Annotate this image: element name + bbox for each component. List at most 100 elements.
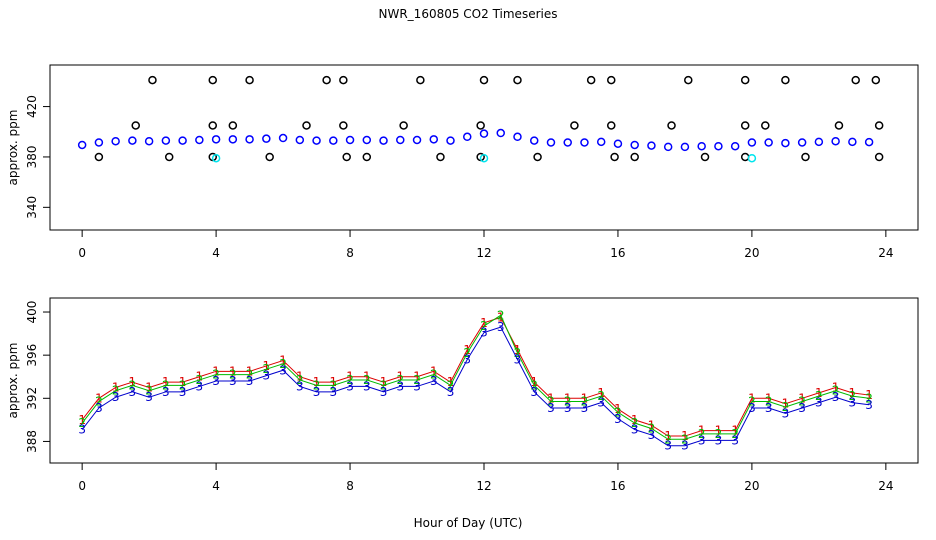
data-point: [399, 121, 408, 130]
series-marker: 3: [430, 374, 438, 388]
data-point: [302, 121, 311, 130]
series-marker: 2: [480, 319, 488, 333]
series-marker: 1: [748, 391, 756, 405]
series-line: [81, 316, 870, 437]
data-point: [178, 136, 187, 145]
data-point: [684, 75, 693, 85]
data-point: [208, 121, 217, 130]
series-marker: 2: [78, 416, 86, 430]
series-marker: 3: [698, 433, 706, 447]
x-tick-label: 12: [476, 479, 491, 493]
x-tick-label: 20: [744, 246, 759, 260]
series-marker: 2: [263, 362, 271, 376]
data-point: [831, 136, 840, 146]
series-marker: 3: [413, 379, 421, 393]
series-line: [81, 326, 870, 447]
series-marker: 3: [530, 385, 538, 399]
x-tick-label: 20: [744, 479, 759, 493]
series-marker: 3: [380, 385, 388, 399]
series-marker: 1: [229, 364, 237, 378]
data-point: [77, 140, 87, 150]
data-point: [680, 142, 690, 152]
series-marker: 1: [279, 354, 287, 368]
series-marker: 3: [631, 423, 639, 437]
data-point: [874, 152, 884, 162]
data-point: [195, 135, 204, 145]
chart-title: NWR_160805 CO2 Timeseries: [379, 7, 558, 21]
x-tick-label: 8: [346, 246, 354, 260]
series-marker: 3: [229, 374, 237, 388]
series-marker: 3: [715, 433, 723, 447]
data-point: [479, 75, 489, 85]
data-point: [747, 153, 757, 163]
series-marker: 1: [698, 424, 706, 438]
y-axis-title: approx. ppm: [6, 110, 20, 186]
series-marker: 3: [798, 401, 806, 415]
data-point: [265, 152, 274, 162]
series-marker: 1: [731, 424, 739, 438]
series-marker: 3: [329, 385, 337, 399]
series-marker: 1: [145, 381, 153, 395]
data-point: [339, 75, 348, 85]
data-point: [647, 141, 656, 150]
series-marker: 3: [246, 374, 254, 388]
series-marker: 1: [664, 429, 672, 443]
series-marker: 2: [162, 378, 170, 392]
series-marker: 1: [78, 413, 86, 427]
series-marker: 2: [614, 405, 622, 419]
series-marker: 1: [782, 397, 790, 411]
data-point: [295, 135, 305, 145]
data-point: [848, 137, 857, 147]
series-marker: 2: [229, 368, 237, 382]
series-marker: 2: [430, 368, 438, 382]
series-marker: 3: [782, 406, 790, 420]
series-marker: 2: [815, 389, 823, 403]
series-marker: 2: [329, 378, 337, 392]
series-marker: 2: [748, 395, 756, 409]
data-point: [211, 135, 221, 144]
series-marker: 3: [196, 379, 204, 393]
series-marker: 3: [396, 379, 404, 393]
data-point: [479, 129, 489, 138]
data-point: [533, 152, 542, 162]
series-marker: 2: [865, 391, 873, 405]
series-marker: 3: [296, 379, 304, 393]
x-tick-label: 4: [212, 479, 220, 493]
data-point: [208, 75, 217, 85]
data-point: [161, 136, 171, 145]
data-point: [596, 137, 606, 147]
series-marker: 2: [179, 378, 187, 392]
data-point: [834, 121, 844, 130]
series-marker: 2: [530, 378, 538, 392]
series-marker: 3: [129, 385, 137, 399]
series-marker: 1: [380, 375, 388, 389]
series-marker: 2: [514, 346, 522, 360]
plot-frame: [49, 64, 919, 231]
data-point: [262, 134, 271, 143]
data-point: [228, 135, 238, 144]
series-marker: 2: [798, 395, 806, 409]
series-marker: 1: [480, 316, 488, 330]
data-point: [871, 75, 881, 85]
y-tick-label: 396: [25, 344, 39, 367]
data-point: [851, 75, 860, 85]
data-point: [429, 135, 439, 144]
series-marker: 3: [564, 401, 572, 415]
series-marker: 3: [581, 401, 589, 415]
data-point: [496, 128, 505, 138]
data-point: [148, 75, 157, 85]
series-marker: 2: [581, 395, 589, 409]
y-tick-label: 388: [25, 430, 39, 453]
series-marker: 1: [715, 424, 723, 438]
series-marker: 1: [631, 413, 639, 427]
series-marker: 3: [346, 379, 354, 393]
series-marker: 2: [363, 373, 371, 387]
data-point: [345, 135, 355, 145]
series-marker: 2: [463, 346, 471, 360]
x-tick-label: 16: [610, 479, 625, 493]
series-marker: 1: [514, 343, 522, 357]
data-point: [563, 138, 572, 147]
series-marker: 3: [547, 401, 555, 415]
series-marker: 1: [413, 370, 421, 384]
